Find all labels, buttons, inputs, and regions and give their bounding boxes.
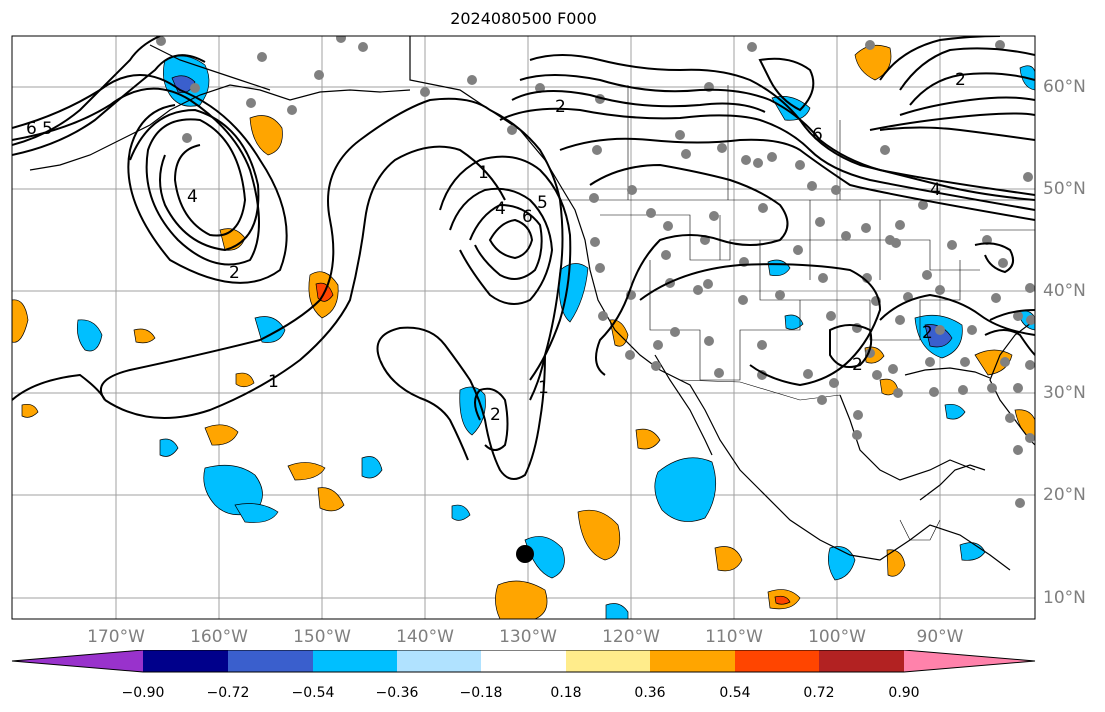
contour-label: 2 xyxy=(922,323,933,343)
contour-label: 2 xyxy=(852,355,863,375)
contour-label: 2 xyxy=(229,263,240,283)
contour-label: 2 xyxy=(955,70,966,90)
contour-label: 2 xyxy=(490,405,501,425)
colorbar-swatch xyxy=(650,650,735,672)
contour-label: 1 xyxy=(478,163,489,183)
colorbar-swatch xyxy=(228,650,313,672)
contour-label: 6 xyxy=(522,207,533,227)
map-frame xyxy=(11,35,1036,620)
colorbar xyxy=(11,650,1036,673)
lat-label: 20°N xyxy=(1043,485,1086,505)
lon-label: 120°W xyxy=(602,627,660,647)
lon-label: 90°W xyxy=(916,627,964,647)
map-title: 2024080500 F000 xyxy=(450,9,597,28)
colorbar-swatch xyxy=(12,650,143,672)
colorbar-swatch xyxy=(397,650,481,672)
lon-label: 170°W xyxy=(87,627,145,647)
colorbar-swatch xyxy=(481,650,566,672)
colorbar-tick-label: −0.54 xyxy=(291,685,335,701)
colorbar-swatch xyxy=(819,650,904,672)
lon-label: 130°W xyxy=(499,627,557,647)
contour-label: 4 xyxy=(930,180,941,200)
lon-label: 100°W xyxy=(808,627,866,647)
map-background xyxy=(12,36,1035,619)
contour-label: 5 xyxy=(42,119,53,139)
colorbar-swatch xyxy=(904,650,1035,672)
colorbar-tick-label: −0.90 xyxy=(121,685,165,701)
colorbar-tick-label: −0.36 xyxy=(375,685,419,701)
colorbar-swatch xyxy=(143,650,228,672)
contour-label: 5 xyxy=(537,193,548,213)
contour-label: 1 xyxy=(538,378,549,398)
lon-label: 110°W xyxy=(705,627,763,647)
colorbar-swatch xyxy=(313,650,397,672)
colorbar-outline xyxy=(11,650,1036,673)
colorbar-swatch xyxy=(735,650,819,672)
lat-label: 40°N xyxy=(1043,281,1086,301)
colorbar-tick-label: −0.18 xyxy=(459,685,503,701)
colorbar-tick-label: 0.72 xyxy=(803,685,835,701)
contour-label-group: 6 5 4 2 1 2 6 5 4 1 2 1 2 6 4 2 2 xyxy=(26,70,966,425)
lat-label: 30°N xyxy=(1043,383,1086,403)
lat-label: 60°N xyxy=(1043,77,1086,97)
contour-lines xyxy=(12,36,1035,480)
lat-label: 10°N xyxy=(1043,588,1086,608)
colorbar-tick-label: 0.90 xyxy=(888,685,920,701)
colorbar-tick-label: 0.18 xyxy=(550,685,582,701)
colorbar-tick-label: 0.36 xyxy=(634,685,666,701)
colorbar-segments xyxy=(11,650,1036,673)
storm-position-marker xyxy=(516,545,534,563)
contour-label: 1 xyxy=(268,372,279,392)
station-dots xyxy=(156,36,1035,508)
lon-label: 160°W xyxy=(190,627,248,647)
contour-label: 2 xyxy=(555,97,566,117)
colorbar-tick-label: 0.54 xyxy=(719,685,751,701)
lat-label: 50°N xyxy=(1043,179,1086,199)
colorbar-tick-label: −0.72 xyxy=(206,685,250,701)
colorbar-swatch xyxy=(566,650,650,672)
lon-label: 150°W xyxy=(293,627,351,647)
contour-label: 6 xyxy=(26,119,37,139)
contour-label: 6 xyxy=(812,125,823,145)
contour-label: 4 xyxy=(495,199,506,219)
lon-label: 140°W xyxy=(396,627,454,647)
contour-label: 4 xyxy=(187,187,198,207)
